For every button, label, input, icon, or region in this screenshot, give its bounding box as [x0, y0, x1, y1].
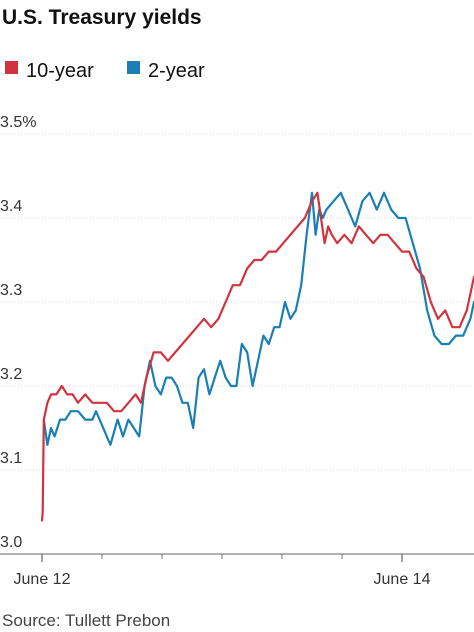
- gridlines: [0, 133, 474, 471]
- chart-title: U.S. Treasury yields: [2, 6, 202, 29]
- x-axis: June 12 June 14: [0, 553, 474, 588]
- legend-swatch-10-year: [5, 61, 18, 74]
- series-lines: [40, 191, 474, 522]
- legend-label-10-year: 10-year: [26, 60, 94, 82]
- source-note: Source: Tullett Prebon: [2, 611, 170, 630]
- legend: 10-year 2-year: [5, 60, 205, 82]
- x-tick-label: June 14: [374, 571, 431, 588]
- y-tick-label: 3.2: [0, 366, 22, 383]
- y-tick-label: 3.4: [0, 198, 22, 215]
- legend-label-2-year: 2-year: [148, 60, 205, 82]
- x-tick-label: June 12: [14, 571, 71, 588]
- series-line-10-year: [40, 191, 474, 522]
- y-axis-tick-labels: 3.5% 3.4 3.3 3.2 3.1 3.0: [0, 114, 36, 551]
- y-tick-label: 3.3: [0, 282, 22, 299]
- y-tick-label: 3.5%: [0, 114, 36, 131]
- legend-swatch-2-year: [127, 61, 140, 74]
- y-tick-label: 3.1: [0, 450, 22, 467]
- series-line-2-year: [42, 191, 474, 446]
- y-tick-label: 3.0: [0, 534, 22, 551]
